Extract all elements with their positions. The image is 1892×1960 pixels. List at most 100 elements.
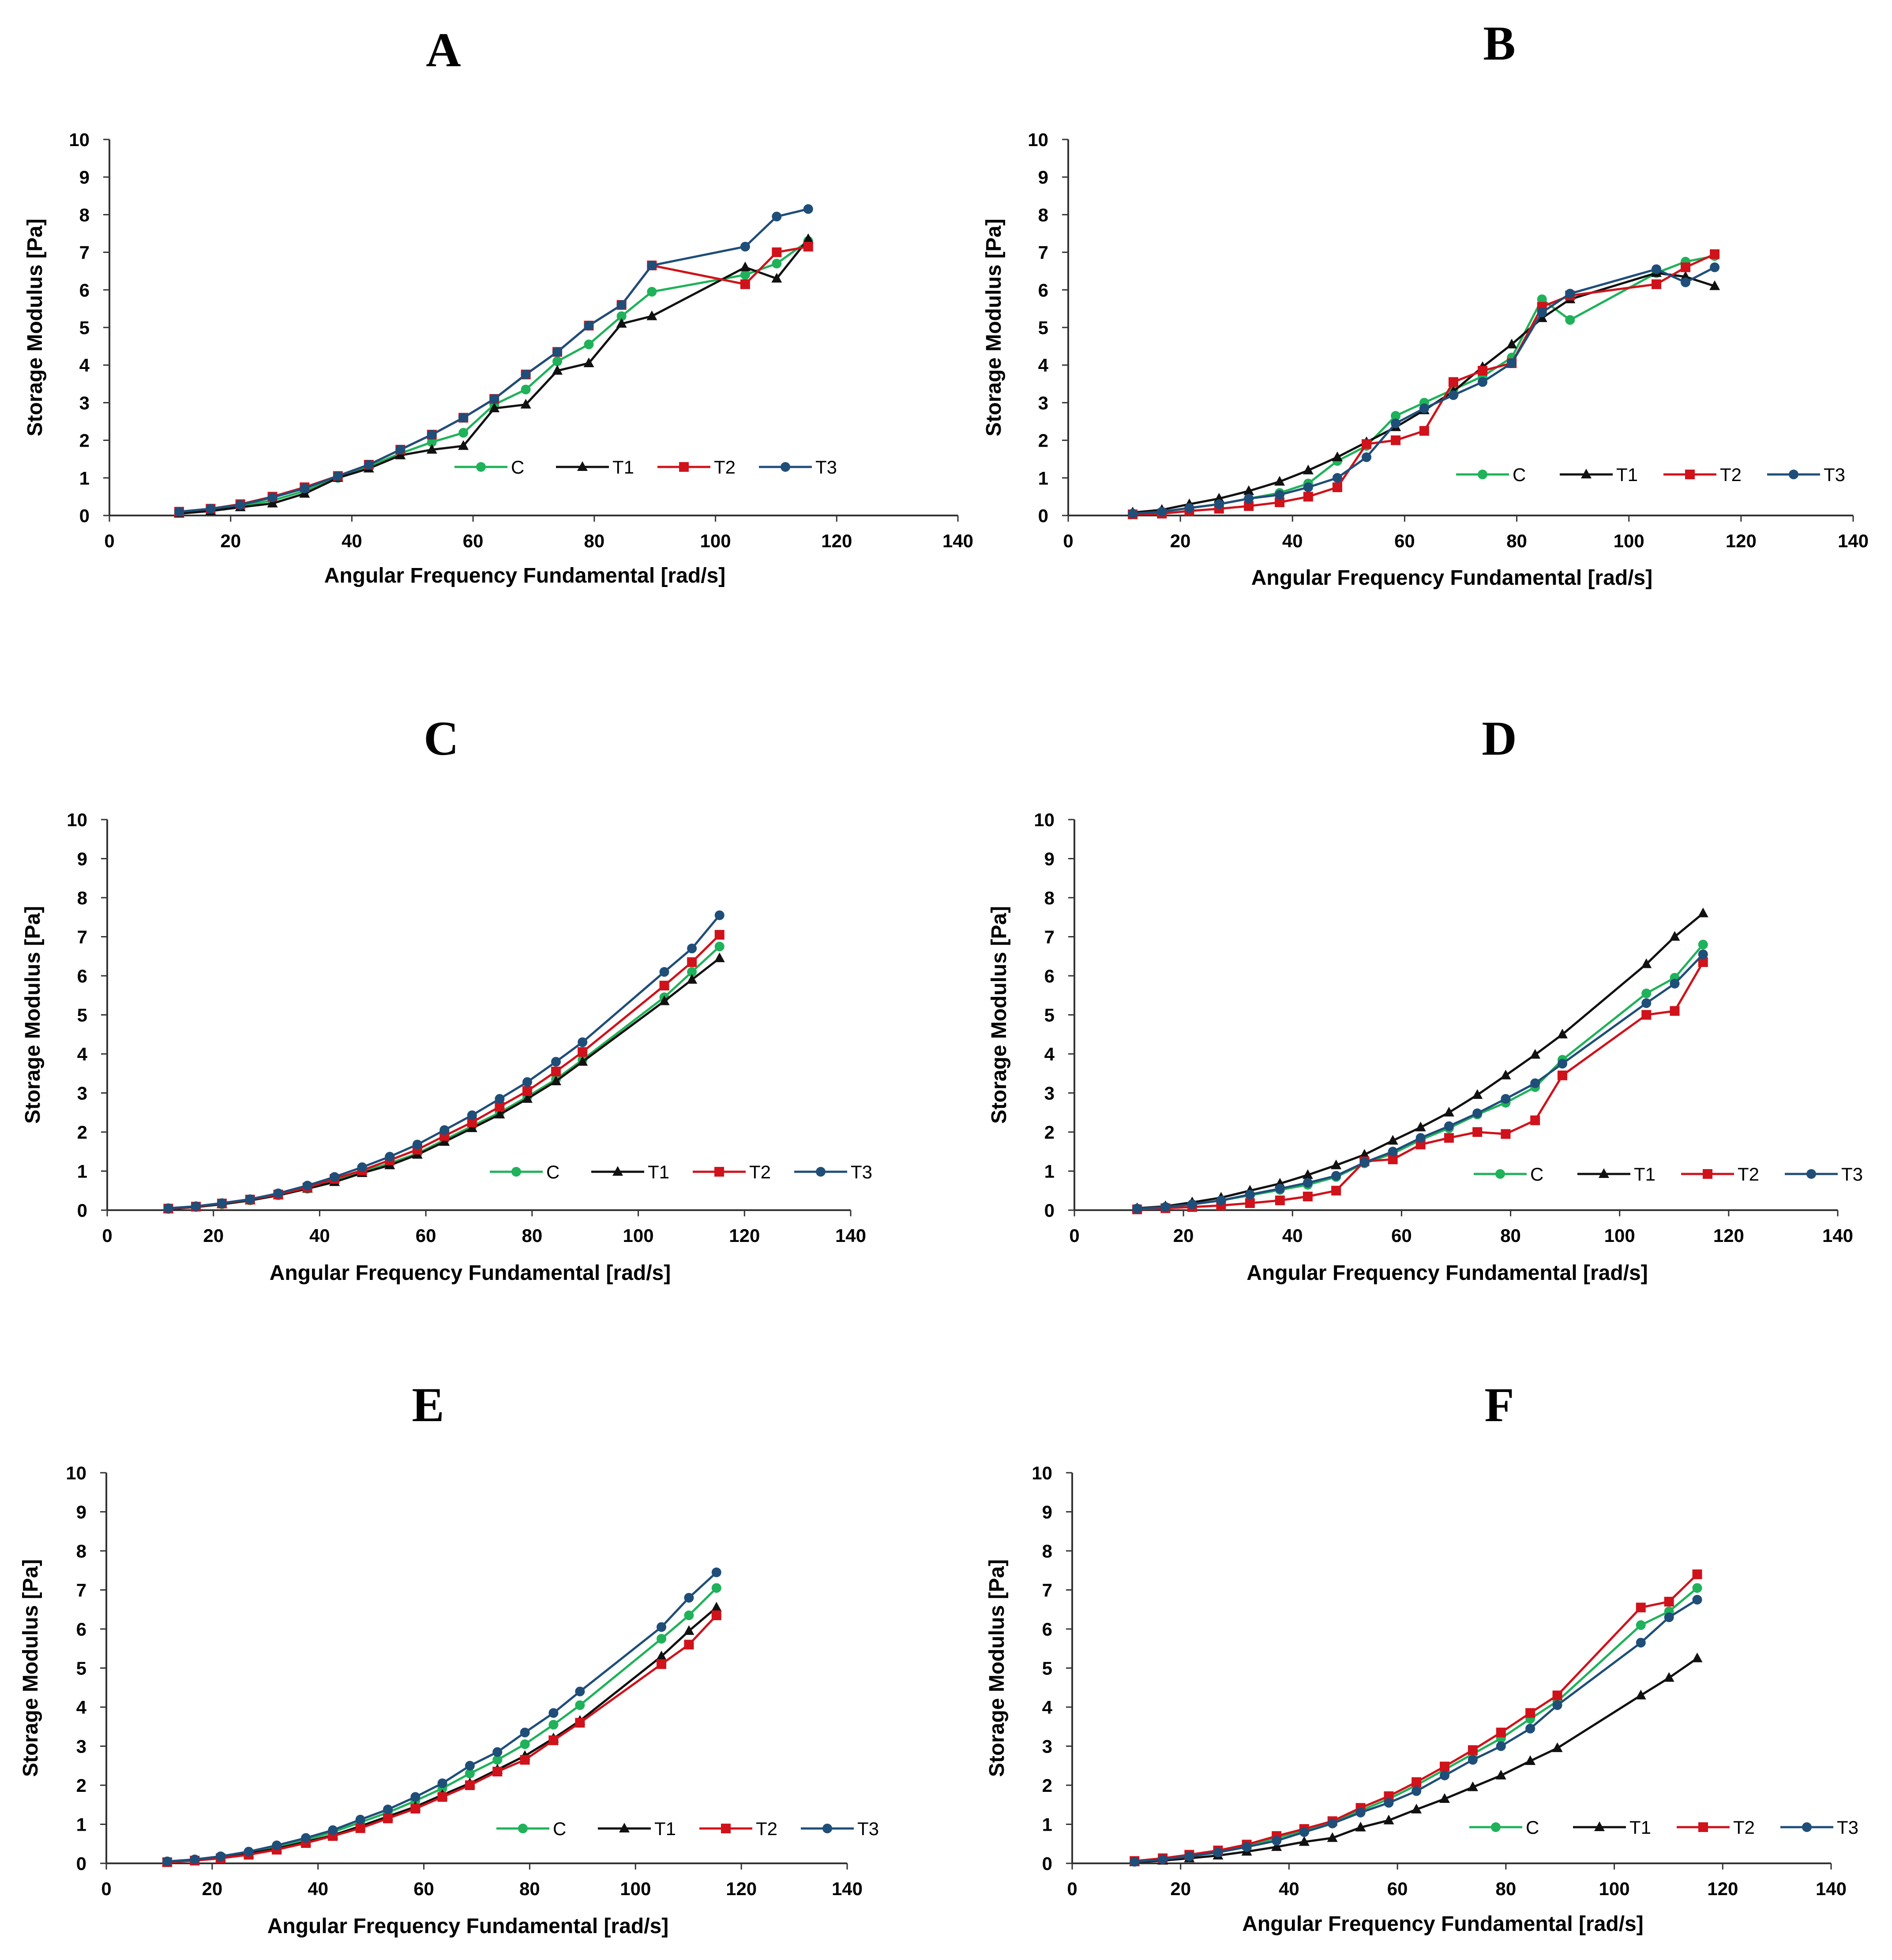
x-tick-label: 120 xyxy=(821,530,852,551)
x-tick-label: 0 xyxy=(1069,1225,1079,1246)
y-tick-label: 3 xyxy=(79,392,90,413)
series-line xyxy=(168,934,721,1210)
data-point xyxy=(1299,1836,1310,1846)
data-point xyxy=(575,1686,585,1697)
y-tick-label: 7 xyxy=(76,1580,86,1601)
data-point xyxy=(1557,1059,1567,1069)
data-point xyxy=(1187,1199,1197,1209)
data-point xyxy=(1355,1821,1366,1832)
legend-marker xyxy=(714,1167,724,1177)
data-point xyxy=(1411,1777,1422,1787)
data-point xyxy=(1243,485,1254,495)
y-tick-label: 6 xyxy=(77,966,87,986)
data-point xyxy=(410,1804,420,1814)
data-point xyxy=(714,952,725,963)
legend-label: T1 xyxy=(648,1162,669,1182)
y-tick-label: 7 xyxy=(77,927,87,948)
panel-letter: F xyxy=(1484,1378,1514,1432)
x-tick-label: 120 xyxy=(1726,530,1757,551)
legend-label: C xyxy=(553,1818,566,1839)
data-point xyxy=(1537,307,1547,317)
x-tick-label: 20 xyxy=(203,1225,224,1246)
data-point xyxy=(711,1567,721,1577)
legend-label: T1 xyxy=(1616,464,1638,485)
data-point xyxy=(1440,1761,1450,1772)
data-point xyxy=(267,497,278,508)
y-tick-label: 9 xyxy=(1042,1502,1052,1523)
data-point xyxy=(410,1792,420,1802)
data-point xyxy=(1275,490,1285,500)
data-point xyxy=(740,270,750,280)
data-point xyxy=(492,1755,503,1765)
y-tick-label: 1 xyxy=(76,1814,86,1835)
data-point xyxy=(771,273,782,283)
data-point xyxy=(1383,1814,1394,1825)
x-tick-label: 100 xyxy=(623,1225,654,1246)
data-point xyxy=(616,300,627,310)
y-tick-label: 9 xyxy=(1044,849,1055,869)
series-t3 xyxy=(1132,949,1708,1214)
legend-marker xyxy=(822,1824,832,1833)
legend: C T1 T2 T3 xyxy=(1474,1164,1863,1185)
data-point xyxy=(301,1833,311,1843)
y-tick-label: 2 xyxy=(76,1775,86,1796)
y-tick-label: 10 xyxy=(1028,129,1048,150)
series-line xyxy=(1137,912,1704,1210)
data-point xyxy=(1327,1832,1338,1842)
data-point xyxy=(1525,1708,1535,1718)
data-point xyxy=(1552,1700,1562,1710)
series-t3 xyxy=(162,1567,721,1866)
legend: C T1 T2 T3 xyxy=(490,1162,872,1182)
x-tick-label: 20 xyxy=(1173,1225,1194,1246)
legend-label: T1 xyxy=(654,1818,676,1839)
data-point xyxy=(1468,1745,1478,1755)
x-tick-label: 20 xyxy=(220,530,241,551)
data-point xyxy=(647,287,657,297)
data-point xyxy=(659,967,669,977)
series-line xyxy=(1137,961,1704,1211)
y-tick-label: 1 xyxy=(77,1161,87,1182)
x-tick-label: 100 xyxy=(1614,530,1644,551)
data-point xyxy=(1448,377,1458,387)
data-point xyxy=(1478,377,1488,387)
data-point xyxy=(1501,1129,1511,1139)
data-point xyxy=(1641,958,1652,968)
y-tick-label: 9 xyxy=(1038,167,1048,188)
y-tick-label: 6 xyxy=(1042,1619,1052,1640)
data-point xyxy=(1332,482,1342,493)
y-tick-label: 4 xyxy=(1044,1044,1055,1065)
y-tick-label: 3 xyxy=(1044,1083,1055,1104)
y-tick-label: 5 xyxy=(1042,1658,1052,1679)
data-point xyxy=(1391,411,1401,421)
data-point xyxy=(458,428,469,438)
panel-letter: B xyxy=(1483,16,1515,70)
x-axis-title: Angular Frequency Fundamental [rad/s] xyxy=(1251,566,1652,590)
legend-marker xyxy=(577,461,588,471)
data-point xyxy=(328,1825,338,1835)
data-point xyxy=(772,247,782,257)
data-point xyxy=(1272,1836,1282,1846)
legend-label: T3 xyxy=(1824,464,1845,485)
data-point xyxy=(489,403,500,413)
legend-label: T1 xyxy=(612,457,634,478)
data-point xyxy=(1663,1672,1674,1682)
data-point xyxy=(273,1188,283,1198)
data-point xyxy=(245,1194,255,1204)
data-point xyxy=(1501,1094,1511,1104)
legend-label: T2 xyxy=(714,457,736,478)
y-axis-title: Storage Modulus [Pa] xyxy=(987,906,1011,1124)
panel-letter: E xyxy=(412,1378,444,1432)
y-tick-label: 4 xyxy=(1042,1697,1053,1718)
data-point xyxy=(656,1650,667,1660)
data-point xyxy=(575,1718,585,1728)
data-point xyxy=(1362,439,1372,449)
data-point xyxy=(1275,1195,1285,1205)
data-point xyxy=(1384,1798,1394,1808)
data-point xyxy=(1411,1803,1422,1813)
data-point xyxy=(521,384,531,395)
data-point xyxy=(1216,1195,1226,1205)
data-point xyxy=(1384,1791,1394,1801)
data-point xyxy=(772,211,782,222)
